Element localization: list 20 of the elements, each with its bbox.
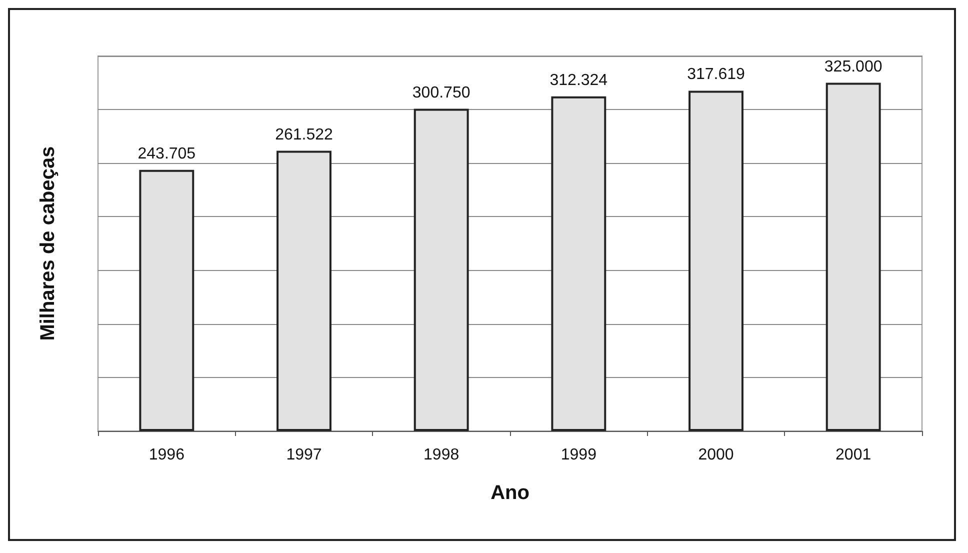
bar (276, 150, 332, 431)
bar (826, 82, 881, 431)
x-tick-label: 1998 (424, 446, 460, 464)
data-label: 243.705 (138, 145, 196, 162)
x-axis-title: Ano (490, 482, 530, 504)
data-label: 261.522 (275, 126, 334, 144)
bar (551, 96, 606, 431)
bar (688, 90, 744, 431)
bar (414, 108, 469, 431)
data-label: 300.750 (412, 84, 470, 102)
data-label: 317.619 (687, 66, 746, 84)
x-tick-label: 2000 (698, 446, 734, 464)
x-tick-label: 2001 (836, 446, 872, 464)
y-axis-title: Milhares de cabeças (37, 146, 59, 341)
data-label: 312.324 (550, 72, 608, 89)
x-tick-label: 1997 (286, 446, 322, 464)
bar (139, 170, 194, 431)
x-tick-label: 1996 (148, 446, 185, 464)
x-tick-label: 1999 (560, 446, 597, 464)
data-label: 325.000 (824, 58, 882, 76)
